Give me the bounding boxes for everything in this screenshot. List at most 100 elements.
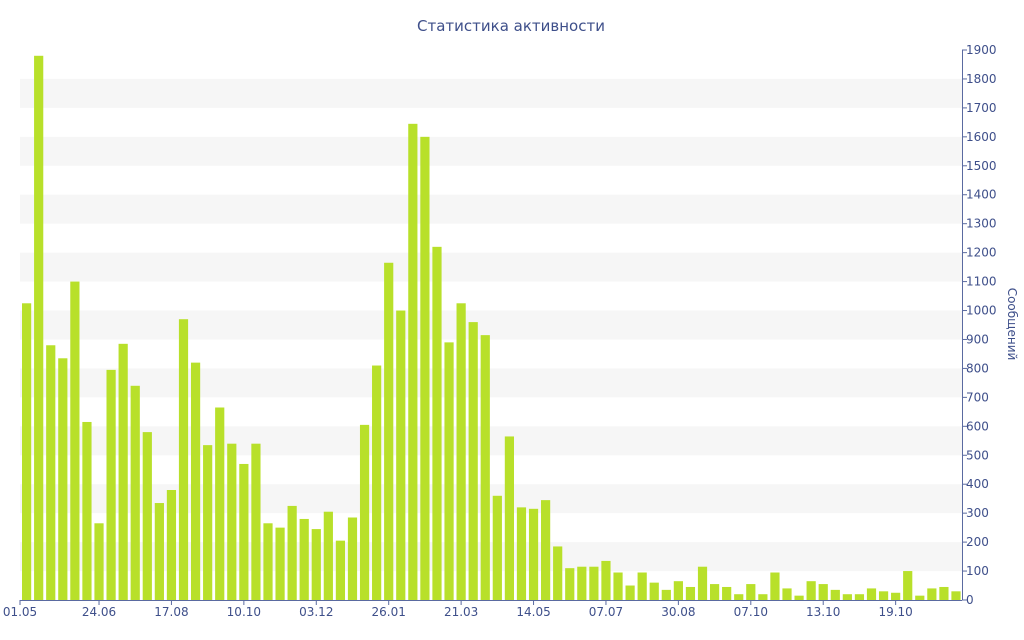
- bar: [818, 584, 828, 600]
- y-axis-label: Сообщений: [1005, 288, 1019, 361]
- bar: [951, 591, 961, 600]
- y-tick-label: 900: [966, 332, 989, 346]
- bar: [625, 585, 635, 600]
- bar: [130, 385, 140, 600]
- y-tick-label: 600: [966, 419, 989, 433]
- grid-band: [20, 136, 962, 166]
- x-tick-label: 24.06: [82, 605, 116, 619]
- y-tick-label: 1400: [966, 188, 997, 202]
- bar: [444, 342, 454, 600]
- bar: [251, 443, 261, 600]
- bar: [903, 571, 913, 600]
- x-tick-label: 07.07: [589, 605, 623, 619]
- x-tick-label: 21.03: [444, 605, 478, 619]
- bar: [601, 560, 611, 600]
- bar: [577, 566, 587, 600]
- bar: [456, 303, 466, 600]
- y-tick-label: 1800: [966, 72, 997, 86]
- grid-band: [20, 484, 962, 514]
- y-tick-label: 1000: [966, 304, 997, 318]
- bar-series: [22, 55, 961, 601]
- bar: [239, 463, 249, 600]
- y-tick-label: 1900: [966, 43, 997, 57]
- bar: [142, 432, 152, 600]
- bar: [637, 572, 647, 600]
- bar: [34, 55, 44, 601]
- bar: [939, 586, 949, 600]
- bar: [770, 572, 780, 600]
- bar: [504, 436, 514, 600]
- bar: [661, 589, 671, 600]
- y-tick-label: 1100: [966, 275, 997, 289]
- bar: [492, 495, 502, 600]
- x-tick-label: 26.01: [372, 605, 406, 619]
- bar: [432, 246, 442, 600]
- bar: [287, 505, 297, 600]
- bar: [106, 369, 116, 600]
- x-tick-label: 13.10: [806, 605, 840, 619]
- bar: [70, 281, 80, 600]
- bar: [565, 568, 575, 600]
- bar: [22, 303, 32, 600]
- bar: [468, 322, 478, 600]
- bar: [915, 595, 925, 600]
- bar: [299, 518, 309, 600]
- bar: [480, 335, 490, 600]
- bar: [891, 592, 901, 600]
- bar: [866, 588, 877, 600]
- y-axis-ticks: 0 100 200 300 400 500 600 700 800 900 1000 1100 1200…: [962, 43, 997, 607]
- bar: [263, 523, 273, 600]
- grid-band: [20, 310, 962, 340]
- chart-title: Статистика активности: [417, 17, 605, 35]
- bar: [878, 591, 889, 600]
- bar: [227, 443, 237, 600]
- bar: [806, 581, 816, 600]
- bar: [118, 343, 128, 600]
- y-tick-label: 1600: [966, 130, 997, 144]
- bar: [384, 262, 394, 600]
- bar: [82, 421, 92, 600]
- x-tick-label: 30.08: [661, 605, 695, 619]
- y-tick-label: 200: [966, 535, 989, 549]
- x-tick-label: 03.12: [299, 605, 333, 619]
- bar: [649, 582, 659, 600]
- bar: [94, 523, 104, 600]
- bar: [408, 123, 418, 600]
- y-tick-label: 300: [966, 506, 989, 520]
- x-tick-label: 01.05: [3, 605, 37, 619]
- bar: [709, 584, 720, 600]
- x-tick-label: 14.05: [516, 605, 550, 619]
- bar: [347, 517, 358, 600]
- y-tick-label: 100: [966, 564, 989, 578]
- bar: [215, 407, 225, 600]
- y-tick-label: 1700: [966, 101, 997, 115]
- x-tick-label: 07.10: [734, 605, 768, 619]
- bar: [782, 588, 792, 600]
- bar: [275, 527, 285, 600]
- bar: [528, 508, 539, 600]
- y-tick-label: 1200: [966, 246, 997, 260]
- bar: [420, 136, 430, 600]
- y-tick-label: 1300: [966, 217, 997, 231]
- bar: [372, 365, 382, 600]
- bar: [311, 529, 321, 600]
- bar: [166, 490, 177, 600]
- bar: [722, 586, 732, 600]
- bar: [335, 540, 346, 600]
- bar: [854, 594, 865, 600]
- bar: [830, 589, 840, 600]
- x-axis-ticks: 01.05 24.06 17.08 10.10 03.12 26.01 21.03 14.05…: [3, 600, 913, 619]
- bar: [154, 503, 164, 600]
- y-tick-label: 400: [966, 477, 989, 491]
- bar: [734, 594, 744, 600]
- y-tick-label: 500: [966, 448, 989, 462]
- grid-band: [20, 542, 962, 572]
- bar: [359, 424, 370, 600]
- bar: [613, 572, 623, 600]
- grid-band: [20, 78, 962, 108]
- y-tick-label: 800: [966, 361, 989, 375]
- bar: [794, 595, 804, 600]
- y-tick-label: 0: [966, 593, 974, 607]
- bar: [58, 358, 68, 600]
